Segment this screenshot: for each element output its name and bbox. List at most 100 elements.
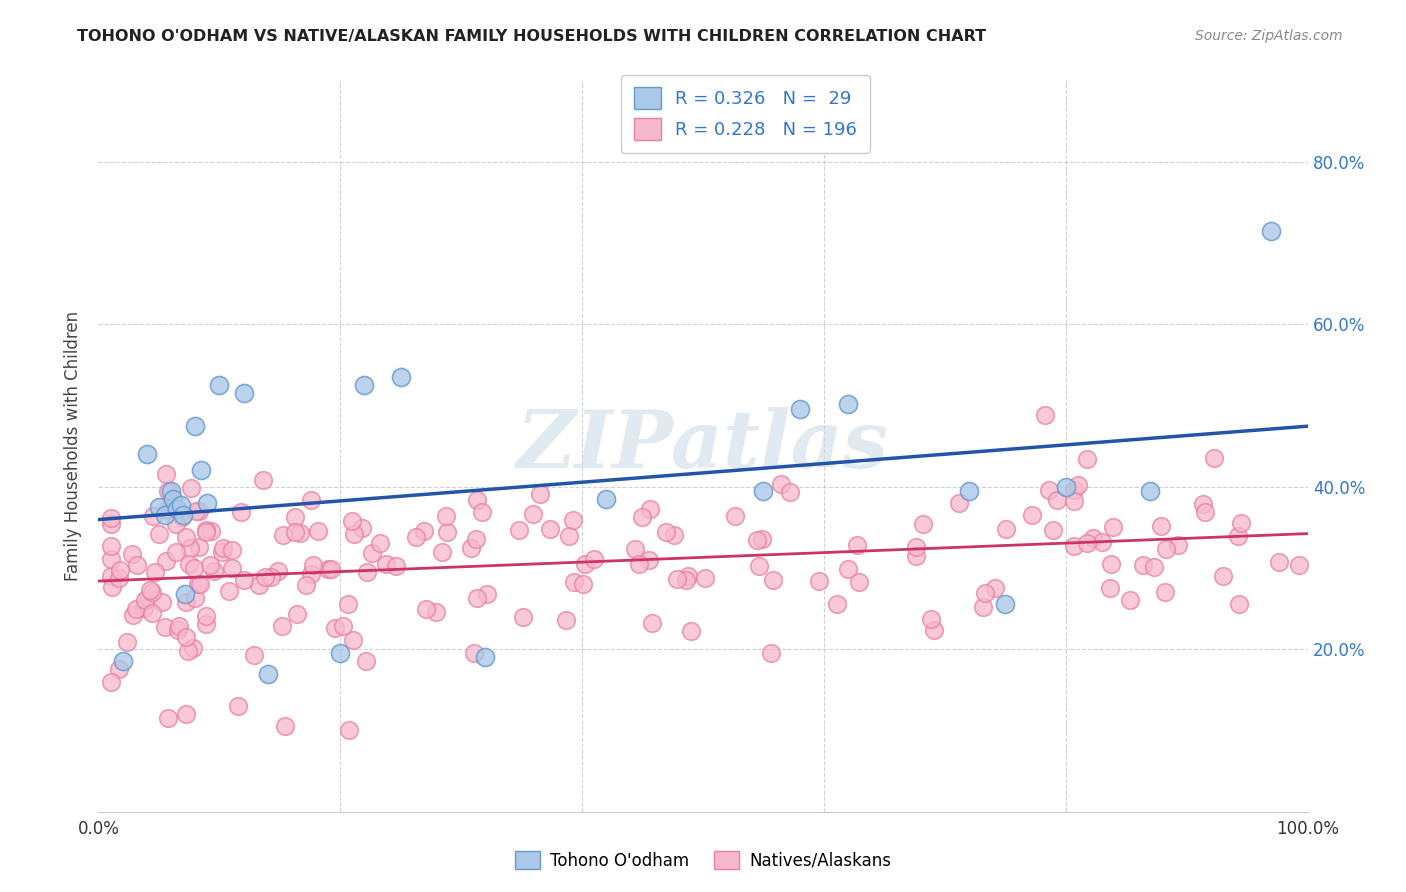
Point: [228, 699, 250, 714]
Point: [162, 491, 184, 506]
Point: [1067, 477, 1090, 491]
Point: [256, 666, 278, 681]
Point: [132, 601, 155, 615]
Point: [108, 663, 131, 677]
Point: [641, 615, 664, 630]
Point: [190, 463, 212, 477]
Point: [329, 646, 352, 660]
Point: [1167, 538, 1189, 552]
Point: [143, 565, 166, 579]
Point: [1192, 497, 1215, 511]
Point: [1102, 520, 1125, 534]
Point: [508, 523, 530, 537]
Point: [368, 536, 391, 550]
Point: [356, 566, 378, 580]
Point: [762, 574, 785, 588]
Point: [288, 525, 311, 540]
Point: [187, 577, 209, 591]
Legend: Tohono O'odham, Natives/Alaskans: Tohono O'odham, Natives/Alaskans: [509, 845, 897, 877]
Point: [283, 510, 305, 524]
Point: [332, 618, 354, 632]
Point: [984, 582, 1007, 596]
Point: [181, 641, 204, 656]
Point: [108, 563, 131, 577]
Point: [177, 558, 200, 572]
Point: [779, 485, 801, 500]
Point: [837, 562, 859, 576]
Point: [150, 595, 173, 609]
Point: [465, 532, 488, 546]
Point: [267, 564, 290, 578]
Point: [174, 587, 197, 601]
Point: [1154, 542, 1177, 557]
Text: TOHONO O'ODHAM VS NATIVE/ALASKAN FAMILY HOUSEHOLDS WITH CHILDREN CORRELATION CHA: TOHONO O'ODHAM VS NATIVE/ALASKAN FAMILY …: [77, 29, 987, 44]
Point: [169, 498, 191, 512]
Point: [243, 648, 266, 663]
Point: [679, 624, 702, 638]
Point: [218, 583, 240, 598]
Point: [1229, 597, 1251, 611]
Point: [180, 481, 202, 495]
Point: [638, 502, 661, 516]
Point: [195, 496, 218, 510]
Point: [574, 557, 596, 571]
Point: [342, 633, 364, 648]
Point: [172, 508, 194, 522]
Point: [221, 542, 243, 557]
Y-axis label: Family Households with Children: Family Households with Children: [65, 311, 83, 581]
Point: [100, 516, 122, 531]
Point: [176, 530, 198, 544]
Point: [1021, 508, 1043, 522]
Point: [194, 525, 217, 540]
Point: [922, 624, 945, 638]
Legend: R = 0.326   N =  29, R = 0.228   N = 196: R = 0.326 N = 29, R = 0.228 N = 196: [621, 75, 870, 153]
Point: [676, 568, 699, 582]
Point: [274, 719, 297, 733]
Point: [200, 524, 222, 538]
Point: [595, 491, 617, 506]
Point: [229, 505, 252, 519]
Point: [153, 620, 176, 634]
Point: [1153, 584, 1175, 599]
Point: [1268, 556, 1291, 570]
Point: [121, 547, 143, 561]
Point: [179, 541, 201, 556]
Point: [141, 606, 163, 620]
Point: [142, 508, 165, 523]
Point: [904, 549, 927, 564]
Point: [624, 542, 647, 557]
Point: [465, 591, 488, 606]
Point: [385, 558, 408, 573]
Point: [194, 617, 217, 632]
Point: [1204, 451, 1226, 466]
Point: [202, 564, 225, 578]
Point: [1226, 529, 1249, 543]
Point: [166, 502, 188, 516]
Point: [247, 578, 270, 592]
Point: [117, 635, 139, 649]
Point: [233, 573, 256, 587]
Point: [628, 557, 651, 571]
Point: [389, 370, 412, 384]
Point: [184, 418, 207, 433]
Point: [194, 523, 217, 537]
Point: [1260, 224, 1282, 238]
Point: [148, 527, 170, 541]
Point: [157, 483, 180, 498]
Point: [1076, 535, 1098, 549]
Point: [825, 597, 848, 611]
Point: [666, 572, 689, 586]
Point: [172, 509, 194, 524]
Point: [100, 569, 122, 583]
Point: [920, 612, 942, 626]
Point: [337, 597, 360, 611]
Point: [156, 503, 179, 517]
Point: [1288, 558, 1310, 572]
Point: [1099, 557, 1122, 571]
Point: [183, 561, 205, 575]
Point: [769, 477, 792, 491]
Point: [108, 570, 131, 584]
Point: [1042, 523, 1064, 537]
Point: [412, 524, 434, 538]
Point: [463, 646, 485, 660]
